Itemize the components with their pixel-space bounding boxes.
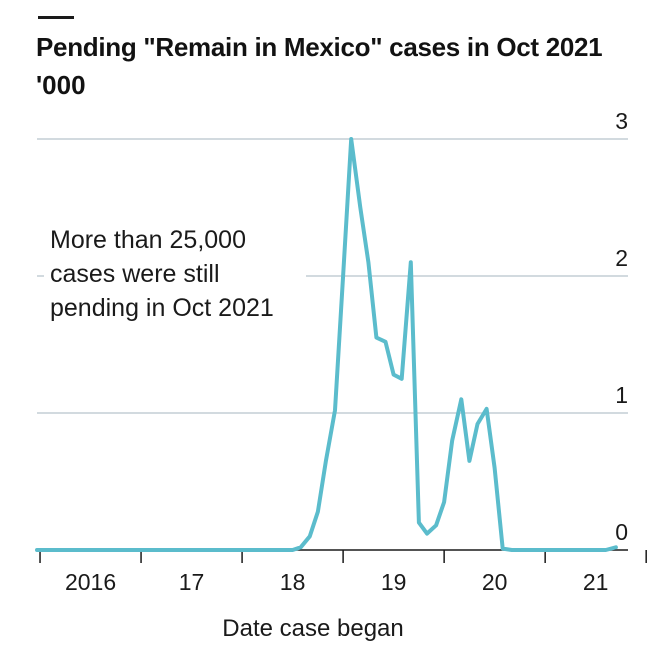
header-rule (38, 16, 74, 19)
annotation-line: pending in Oct 2021 (50, 294, 274, 322)
x-tick-label: 20 (482, 569, 508, 595)
annotation-line: cases were still (50, 260, 220, 288)
chart-title: Pending "Remain in Mexico" cases in Oct … (36, 32, 603, 62)
y-tick-label: 3 (615, 108, 628, 134)
annotation-line: More than 25,000 (50, 226, 246, 254)
x-tick-label: 19 (381, 569, 407, 595)
x-tick-label: 2016 (65, 569, 116, 595)
chart-subtitle: '000 (36, 70, 86, 100)
y-tick-label: 2 (615, 245, 628, 271)
series-line (35, 137, 618, 552)
y-tick-label: 1 (615, 382, 628, 408)
x-tick-label: 21 (583, 569, 609, 595)
annotation-backdrop (44, 220, 306, 320)
x-tick-label: 18 (280, 569, 306, 595)
y-tick-label: 0 (615, 519, 628, 545)
x-axis-title: Date case began (222, 615, 403, 642)
x-tick-label: 17 (179, 569, 205, 595)
